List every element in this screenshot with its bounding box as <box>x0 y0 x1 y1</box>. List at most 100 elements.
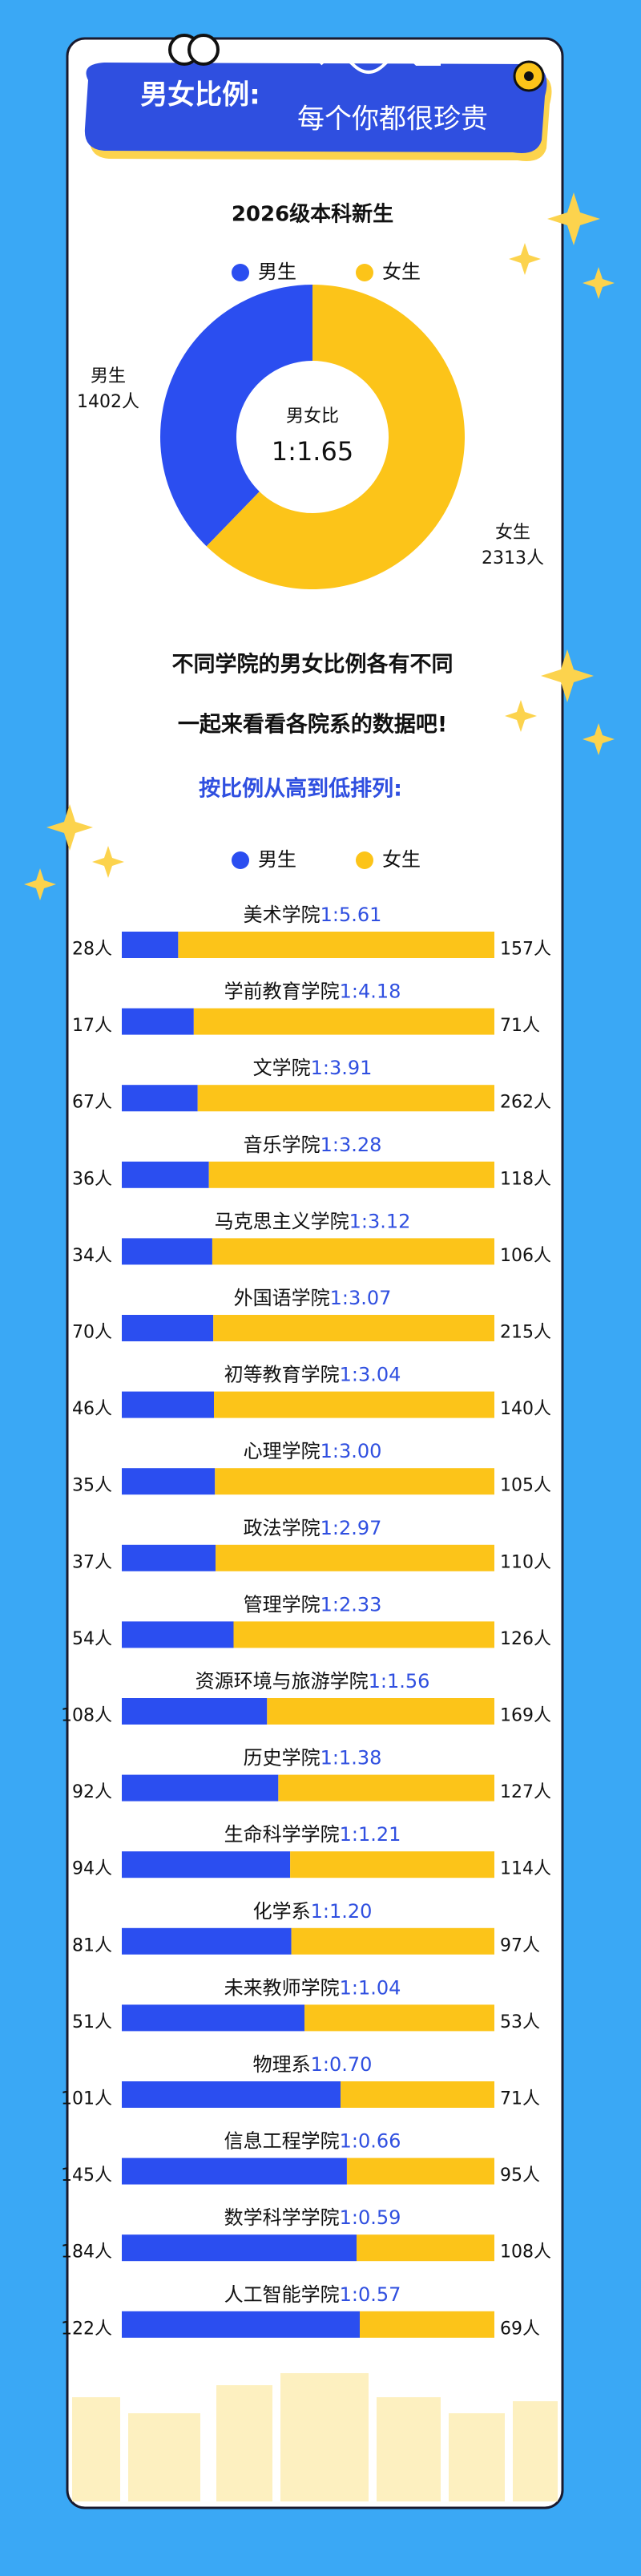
value-label: 51人 <box>72 2012 112 2032</box>
value-label: 108人 <box>61 1706 112 1726</box>
value-label: 92人 <box>72 1782 112 1802</box>
ratio-label: 1:1.56 <box>369 1670 430 1692</box>
ratio-label: 1:0.57 <box>340 2283 401 2306</box>
bar-segment <box>360 2311 494 2338</box>
bar-segment <box>122 1774 279 1802</box>
value-label: 106人 <box>500 1246 551 1266</box>
legend-swatch <box>356 851 373 869</box>
sort-note: 按比例从高到低排列: <box>199 776 402 802</box>
value-label: 184人 <box>61 2242 112 2263</box>
slice-value-label: 2313人 <box>482 548 544 568</box>
value-label: 34人 <box>72 1246 112 1266</box>
value-label: 17人 <box>72 1016 112 1036</box>
header-banner <box>84 34 552 161</box>
college-name: 初等教育学院 <box>224 1364 340 1386</box>
ratio-label: 1:2.33 <box>320 1593 382 1616</box>
category-label: 心理学院1:3.00 <box>244 1440 382 1462</box>
college-name: 马克思主义学院 <box>215 1210 349 1232</box>
bar-segment <box>122 1315 214 1341</box>
college-name: 化学系 <box>253 1900 311 1923</box>
bar-segment <box>122 1621 234 1648</box>
bar-segment <box>122 2311 361 2338</box>
pie-slice <box>206 285 465 589</box>
bar-segment <box>212 1238 494 1265</box>
college-name: 人工智能学院 <box>224 2283 340 2306</box>
category-label: 学前教育学院1:4.18 <box>224 981 401 1003</box>
bar-segment <box>290 1851 494 1878</box>
college-name: 物理系 <box>253 2053 311 2076</box>
legend-label: 女生 <box>382 261 421 283</box>
center-value: 1:1.65 <box>272 436 353 467</box>
bar-segment <box>122 1008 194 1035</box>
bar-segment <box>357 2234 494 2262</box>
value-label: 108人 <box>500 2242 551 2263</box>
category-label: 未来教师学院1:1.04 <box>224 1976 401 1999</box>
legend-label: 男生 <box>258 261 296 283</box>
value-label: 28人 <box>72 940 112 960</box>
header-subtitle: 每个你都很珍贵 <box>297 103 488 135</box>
intro-line: 不同学院的男女比例各有不同 <box>172 652 454 677</box>
value-label: 122人 <box>61 2319 112 2339</box>
slice-category: 男生 <box>91 366 126 386</box>
value-label: 140人 <box>500 1399 551 1419</box>
card <box>66 37 564 2509</box>
value-label: 54人 <box>72 1629 112 1649</box>
category-label: 生命科学学院1:1.21 <box>224 1823 401 1846</box>
value-label: 46人 <box>72 1399 112 1419</box>
category-label: 音乐学院1:3.28 <box>244 1134 382 1156</box>
value-label: 262人 <box>500 1093 551 1113</box>
bar-segment <box>193 1008 495 1035</box>
bar-segment <box>346 2157 494 2185</box>
value-label: 157人 <box>500 940 551 960</box>
college-name: 心理学院 <box>244 1440 320 1462</box>
value-label: 71人 <box>500 1016 540 1036</box>
bar-segment <box>122 2157 347 2185</box>
bar-segment <box>122 1851 291 1878</box>
category-label: 初等教育学院1:3.04 <box>224 1364 401 1386</box>
value-label: 110人 <box>500 1552 551 1572</box>
slice-value-label: 1402人 <box>77 392 139 412</box>
ratio-label: 1:3.07 <box>330 1287 392 1309</box>
ratio-label: 1:1.21 <box>340 1823 401 1846</box>
bar-segment <box>341 2081 494 2108</box>
category-label: 历史学院1:1.38 <box>244 1747 382 1769</box>
ratio-label: 1:2.97 <box>320 1517 382 1539</box>
ratio-label: 1:3.28 <box>320 1134 382 1156</box>
category-label: 化学系1:1.20 <box>253 1900 373 1923</box>
ratio-label: 1:1.38 <box>320 1747 382 1769</box>
ratio-label: 1:3.00 <box>320 1440 382 1462</box>
bar-segment <box>122 932 179 958</box>
value-label: 97人 <box>500 1935 540 1955</box>
category-label: 政法学院1:2.97 <box>244 1517 382 1539</box>
ratio-label: 1:3.91 <box>311 1057 373 1079</box>
skyline <box>72 2373 558 2501</box>
header-title: 男女比例: <box>140 79 260 111</box>
bar-segment <box>122 2004 305 2032</box>
bar-segment <box>213 1315 494 1341</box>
value-label: 114人 <box>500 1859 551 1879</box>
category-label: 物理系1:0.70 <box>253 2053 373 2076</box>
legend-label: 男生 <box>258 848 296 871</box>
intro-line: 一起来看看各院系的数据吧! <box>178 712 447 738</box>
ratio-label: 1:1.04 <box>340 1976 401 1999</box>
ratio-label: 1:0.70 <box>311 2053 373 2076</box>
ratio-label: 1:4.18 <box>340 981 401 1003</box>
center-label: 男女比 <box>286 406 339 427</box>
value-label: 126人 <box>500 1629 551 1649</box>
sparkles <box>24 192 615 900</box>
legend-swatch <box>232 851 249 869</box>
ratio-label: 1:5.61 <box>320 904 382 926</box>
bar-segment <box>122 1238 212 1265</box>
value-label: 37人 <box>72 1552 112 1572</box>
value-label: 81人 <box>72 1935 112 1955</box>
bar-segment <box>122 2234 357 2262</box>
bar-segment <box>278 1774 494 1802</box>
value-label: 71人 <box>500 2089 540 2109</box>
ratio-label: 1:0.66 <box>340 2130 401 2153</box>
pie-slice <box>159 285 312 547</box>
bar-segment <box>215 1468 494 1495</box>
value-label: 118人 <box>500 1169 551 1189</box>
value-label: 53人 <box>500 2012 540 2032</box>
bar-segment <box>197 1085 494 1112</box>
category-label: 数学科学学院1:0.59 <box>224 2206 401 2229</box>
